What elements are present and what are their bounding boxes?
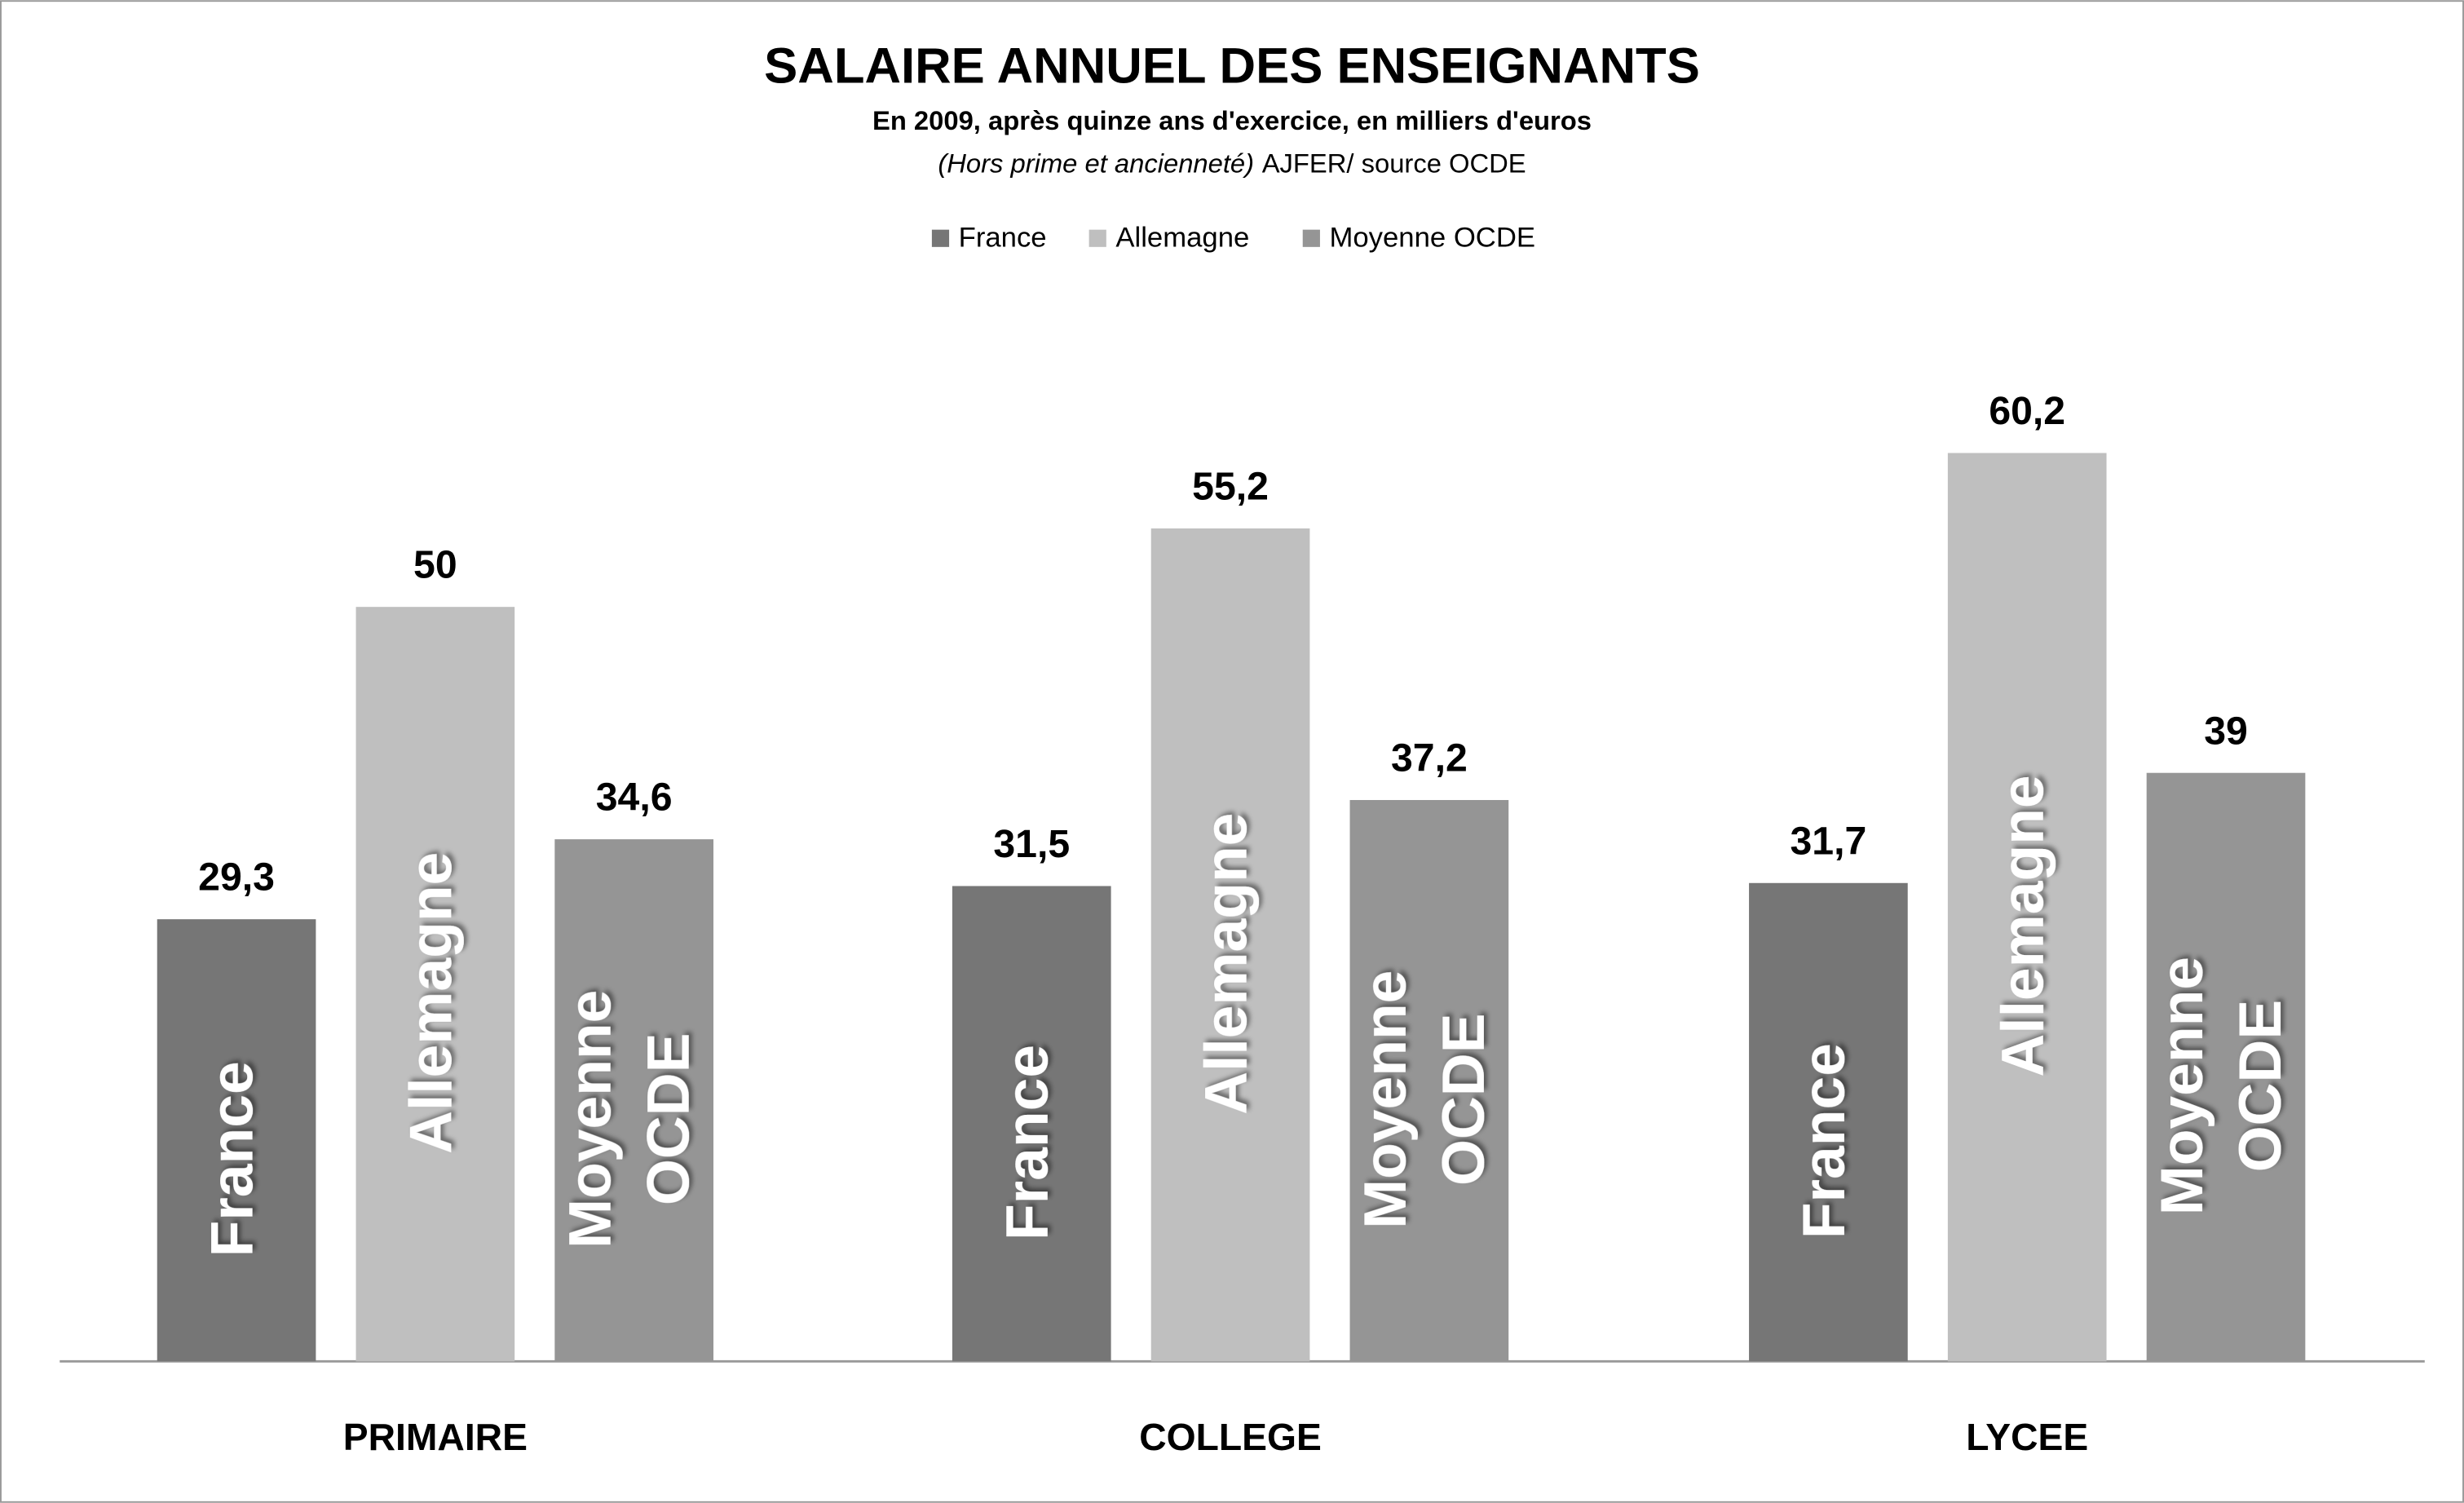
bar-label: Moyenne OCDE [557, 990, 702, 1249]
bar [1947, 453, 2107, 1362]
bar-label: Allemagne [397, 852, 464, 1154]
bar [952, 886, 1111, 1362]
value-label: 50 [413, 543, 457, 587]
value-label: 31,7 [1791, 819, 1867, 863]
bar-label: France [198, 1061, 265, 1257]
bar-label: Allemagne [1989, 775, 2056, 1076]
value-label: 29,3 [198, 855, 275, 900]
bar [1749, 882, 1908, 1362]
legend-swatch [1302, 229, 1320, 247]
bar [1349, 800, 1509, 1362]
chart-subtitle: En 2009, après quinze ans d'exercice, en… [872, 105, 1592, 135]
bar-label: Allemagne [1192, 813, 1259, 1115]
bar [1150, 528, 1310, 1362]
note: (Hors prime et ancienneté) [938, 148, 1254, 178]
bar-label: Moyenne OCDE [1352, 970, 1497, 1229]
legend-label: Allemagne [1115, 222, 1249, 253]
x-tick-label: LYCEE [1966, 1416, 2088, 1458]
x-tick-label: COLLEGE [1139, 1416, 1322, 1458]
value-label: 37,2 [1391, 736, 1468, 780]
value-label: 55,2 [1192, 465, 1269, 509]
bar [355, 607, 515, 1362]
legend-swatch [931, 229, 950, 247]
value-label: 34,6 [596, 776, 673, 820]
value-label: 60,2 [1989, 389, 2065, 433]
legend-label: France [959, 222, 1047, 253]
legend-swatch [1088, 229, 1106, 247]
x-tick-label: PRIMAIRE [343, 1416, 528, 1458]
value-label: 31,5 [993, 822, 1070, 866]
legend-label: Moyenne OCDE [1329, 222, 1535, 253]
chart-title: SALAIRE ANNUEL DES ENSEIGNANTS [764, 38, 1700, 94]
value-label: 39 [2204, 709, 2248, 753]
bar [157, 919, 316, 1362]
bar [554, 839, 713, 1362]
source: AJFER/ source OCDE [1262, 148, 1526, 178]
bar [2146, 772, 2306, 1362]
bar-label: France [994, 1045, 1061, 1240]
bar-label: Moyenne OCDE [2148, 957, 2294, 1215]
chart-note-line: (Hors prime et ancienneté) AJFER/ source … [938, 148, 1526, 178]
bar-label: France [1791, 1043, 1857, 1239]
